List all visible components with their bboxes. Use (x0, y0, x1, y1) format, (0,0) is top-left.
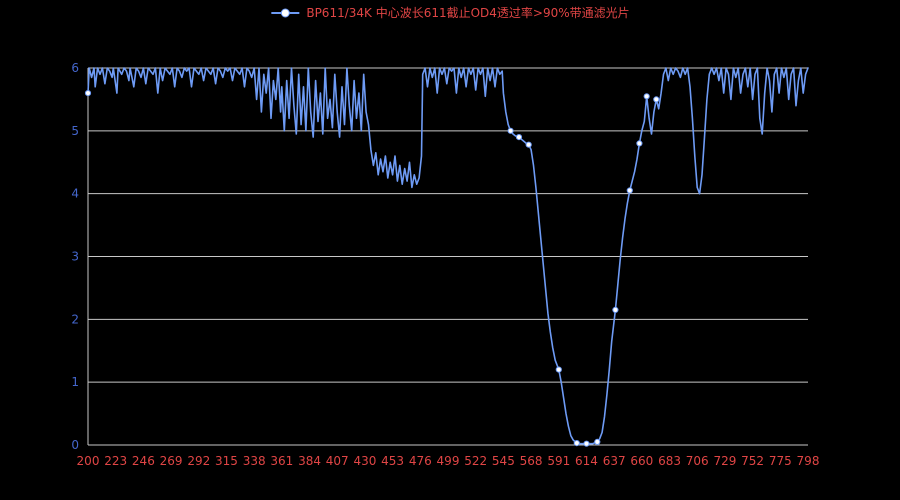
series-line (87, 67, 809, 445)
legend-label: BP611/34K 中心波长611截止OD4透过率>90%带通滤光片 (306, 6, 630, 20)
x-tick-label: 499 (437, 454, 460, 468)
y-tick-label: 5 (71, 124, 79, 138)
x-tick-label: 407 (326, 454, 349, 468)
x-tick-label: 729 (713, 454, 736, 468)
y-tick-label: 3 (71, 250, 79, 264)
x-tick-label: 453 (381, 454, 404, 468)
marker-dot (507, 127, 514, 134)
x-tick-label: 269 (160, 454, 183, 468)
x-tick-label: 246 (132, 454, 155, 468)
legend[interactable]: BP611/34K 中心波长611截止OD4透过率>90%带通滤光片 (270, 6, 630, 20)
x-tick-label: 315 (215, 454, 238, 468)
x-tick-label: 798 (797, 454, 820, 468)
marker-dot (626, 187, 633, 194)
x-tick-label: 476 (409, 454, 432, 468)
marker-dot (594, 438, 601, 445)
marker-dot (525, 141, 532, 148)
x-tick-label: 361 (270, 454, 293, 468)
marker-dot (555, 366, 562, 373)
x-tick-label: 430 (353, 454, 376, 468)
x-tick-label: 660 (630, 454, 653, 468)
marker-dot (653, 96, 660, 103)
y-tick-label: 0 (71, 438, 79, 452)
legend-marker-icon (271, 8, 300, 18)
y-tick-label: 2 (71, 312, 79, 326)
y-tick-label: 4 (71, 187, 79, 201)
x-tick-label: 200 (77, 454, 100, 468)
x-tick-label: 384 (298, 454, 321, 468)
x-tick-label: 292 (187, 454, 210, 468)
x-tick-label: 338 (243, 454, 266, 468)
x-tick-label: 545 (492, 454, 515, 468)
x-tick-label: 706 (686, 454, 709, 468)
marker-dot (84, 90, 92, 97)
x-tick-label: 683 (658, 454, 681, 468)
x-tick-label: 522 (464, 454, 487, 468)
x-tick-label: 752 (741, 454, 764, 468)
x-tick-label: 775 (769, 454, 792, 468)
y-tick-label: 6 (71, 61, 79, 75)
x-tick-label: 614 (575, 454, 598, 468)
y-tick-label: 1 (71, 375, 79, 389)
marker-dot (643, 93, 650, 100)
x-tick-label: 568 (520, 454, 543, 468)
marker-dot (515, 134, 523, 141)
marker-dot (583, 440, 590, 447)
x-tick-label: 637 (603, 454, 626, 468)
marker-dot (573, 440, 580, 447)
x-tick-label: 223 (104, 454, 127, 468)
marker-dot (612, 306, 619, 313)
marker-dot (636, 140, 643, 147)
x-tick-label: 591 (547, 454, 570, 468)
